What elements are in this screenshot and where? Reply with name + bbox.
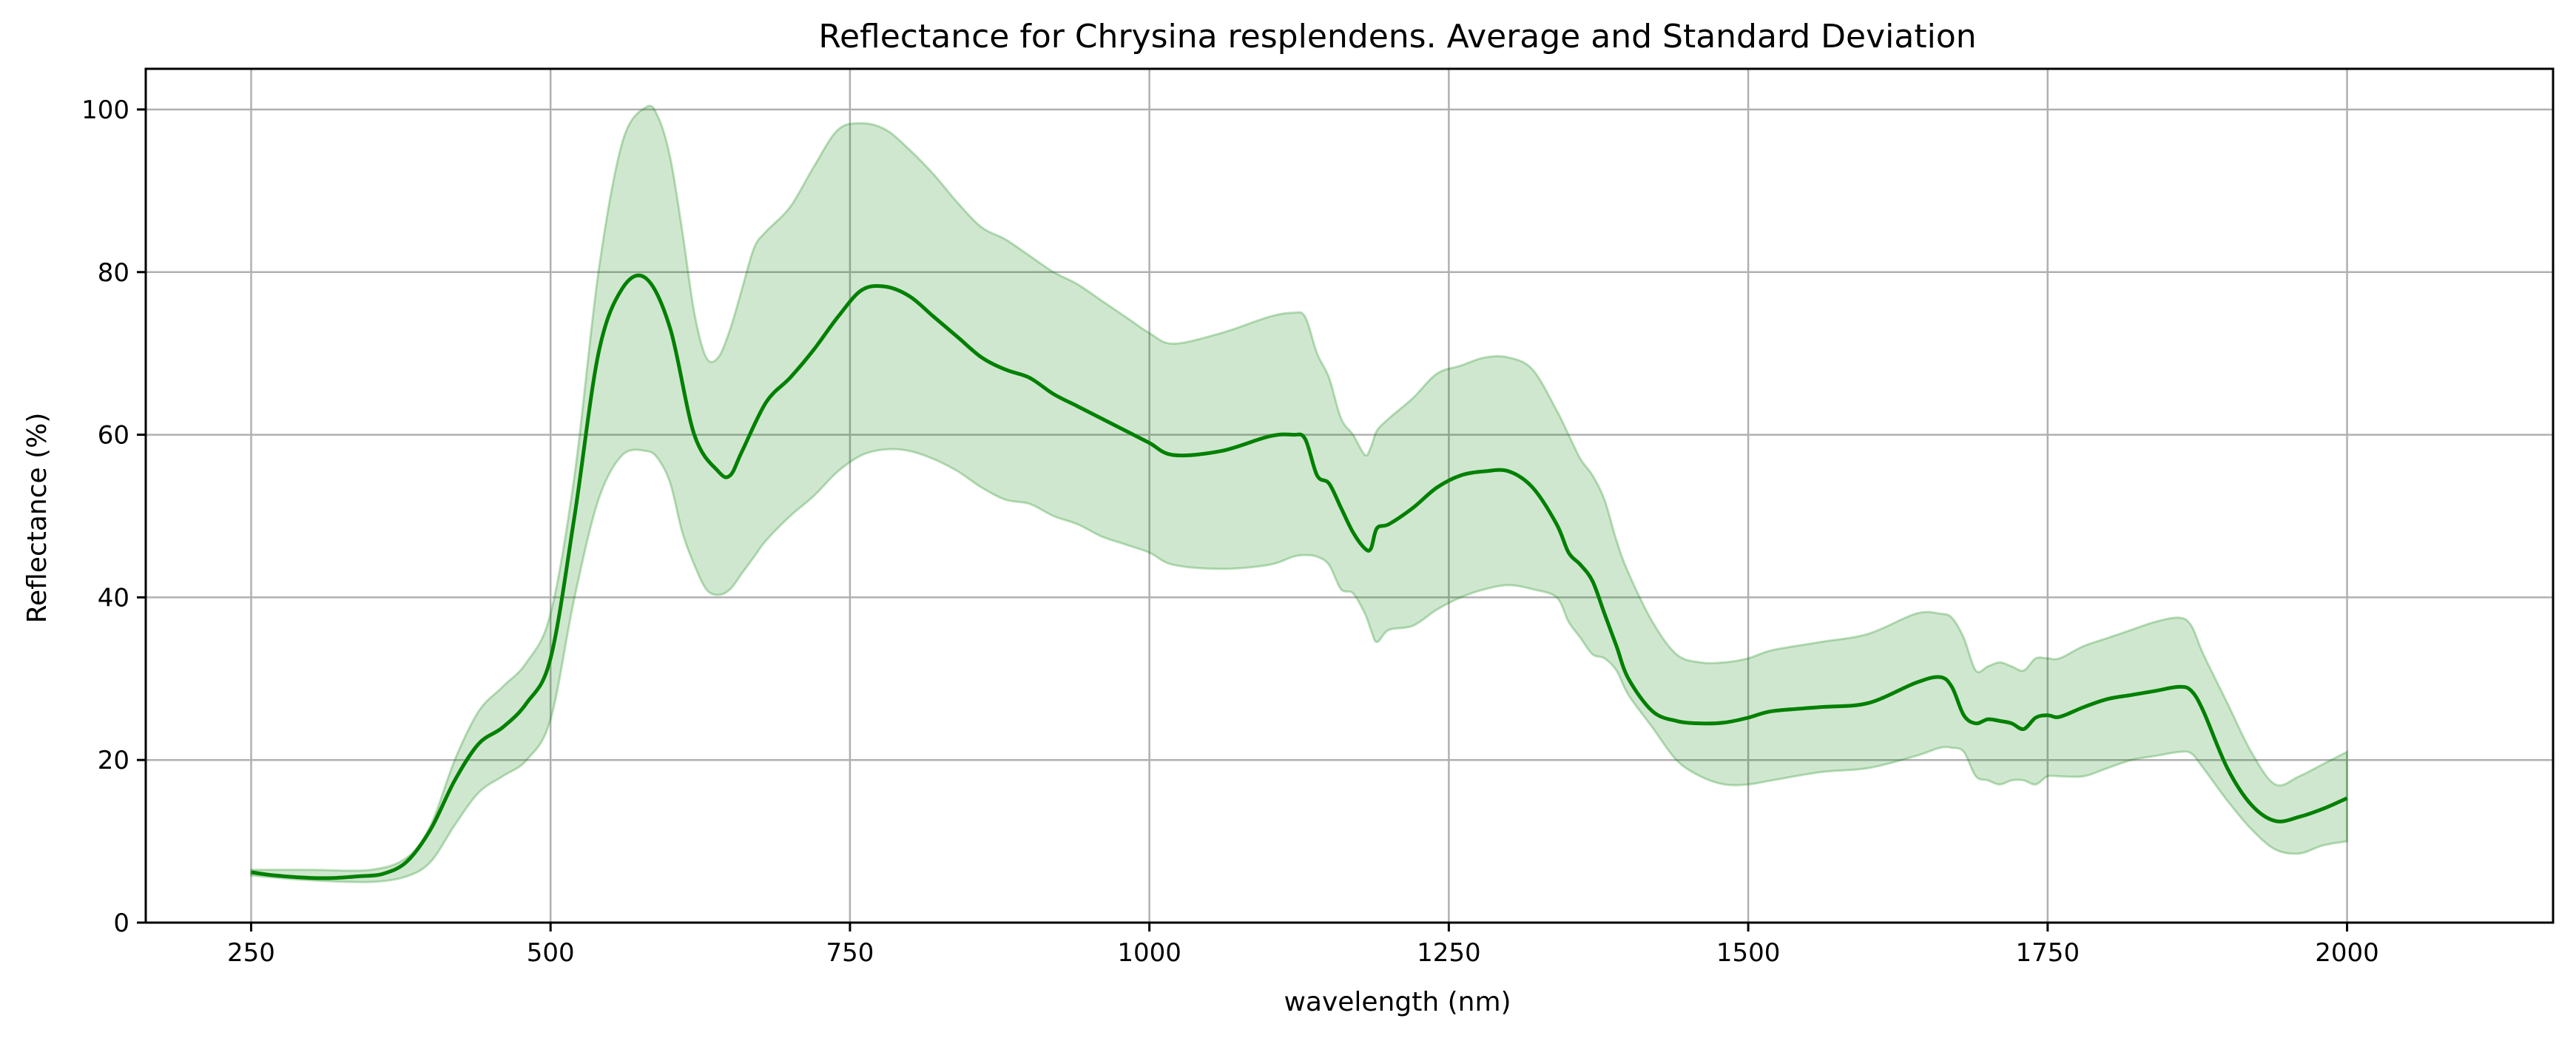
x-tick-label: 500 [527, 938, 575, 968]
y-tick-label: 100 [81, 95, 129, 125]
std-deviation-band [250, 104, 2348, 883]
x-tick-label: 1750 [2016, 938, 2080, 968]
y-tick-label: 20 [98, 746, 129, 775]
y-tick-label: 40 [98, 583, 129, 613]
x-axis-label: wavelength (nm) [1284, 987, 1511, 1017]
y-axis-label: Reflectance (%) [22, 413, 53, 624]
y-tick-label: 60 [98, 421, 129, 451]
x-tick-label: 250 [227, 938, 275, 968]
average-line [251, 273, 2348, 880]
x-axis-ticks: 250 500 750 1000 1250 1500 1750 2000 [227, 923, 2379, 968]
y-tick-label: 0 [113, 909, 129, 938]
x-tick-label: 750 [826, 938, 874, 968]
plot-frame [144, 67, 2555, 924]
x-tick-label: 1500 [1716, 938, 1781, 968]
y-tick-label: 80 [98, 258, 129, 288]
y-axis-ticks: 0 20 40 60 80 100 [81, 95, 146, 938]
chart-title: Reflectance for Chrysina resplendens. Av… [818, 18, 1976, 55]
x-tick-label: 2000 [2315, 938, 2379, 968]
x-tick-label: 1000 [1117, 938, 1181, 968]
x-tick-label: 1250 [1417, 938, 1481, 968]
